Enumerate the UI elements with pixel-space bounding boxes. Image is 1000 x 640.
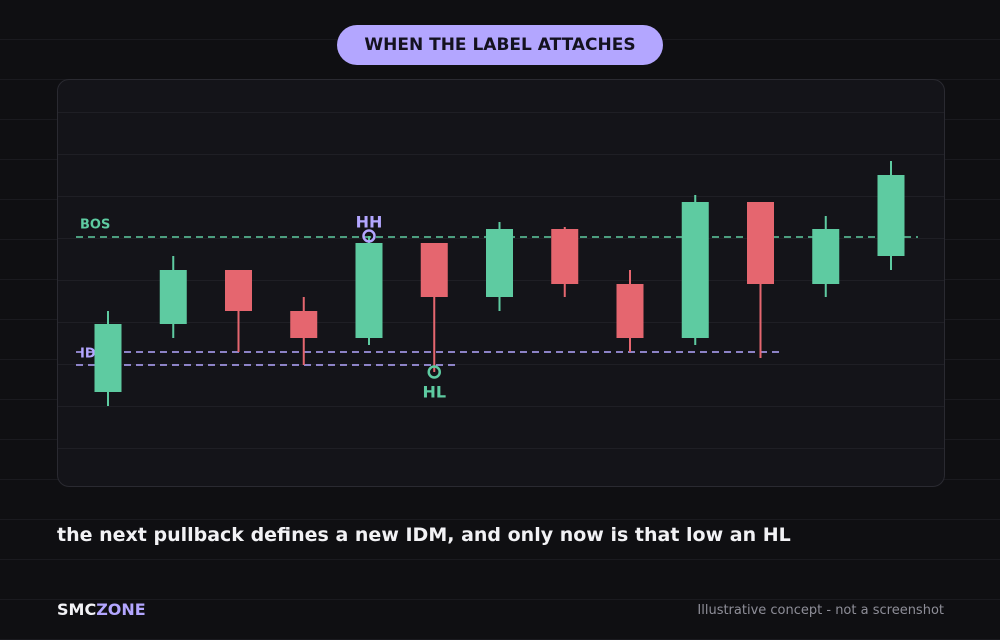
caption: the next pullback defines a new IDM, and…: [57, 524, 791, 546]
candle-body: [681, 202, 709, 338]
hl-label: HL: [422, 383, 446, 402]
candle-body: [290, 311, 318, 338]
brand-b: ZONE: [96, 600, 146, 619]
candle-body: [94, 324, 122, 392]
title-badge: WHEN THE LABEL ATTACHES: [337, 25, 663, 65]
candle-body: [747, 202, 774, 284]
candle-body: [812, 229, 840, 284]
candle-body: [486, 229, 513, 297]
hh-label: HH: [356, 213, 383, 232]
level-label: BOS: [80, 218, 110, 233]
candle-body: [225, 270, 252, 311]
candle-body: [616, 284, 644, 338]
candle-body: [420, 243, 448, 297]
hh-marker: [362, 229, 376, 243]
candle-body: [877, 175, 905, 256]
hl-marker: [427, 365, 441, 379]
candle-body: [159, 270, 187, 324]
brand-a: SMC: [57, 600, 97, 619]
candle-body: [355, 243, 383, 338]
brand: SMCZONE: [57, 600, 146, 619]
candle-body: [551, 229, 579, 284]
footnote: Illustrative concept - not a screenshot: [697, 603, 944, 618]
